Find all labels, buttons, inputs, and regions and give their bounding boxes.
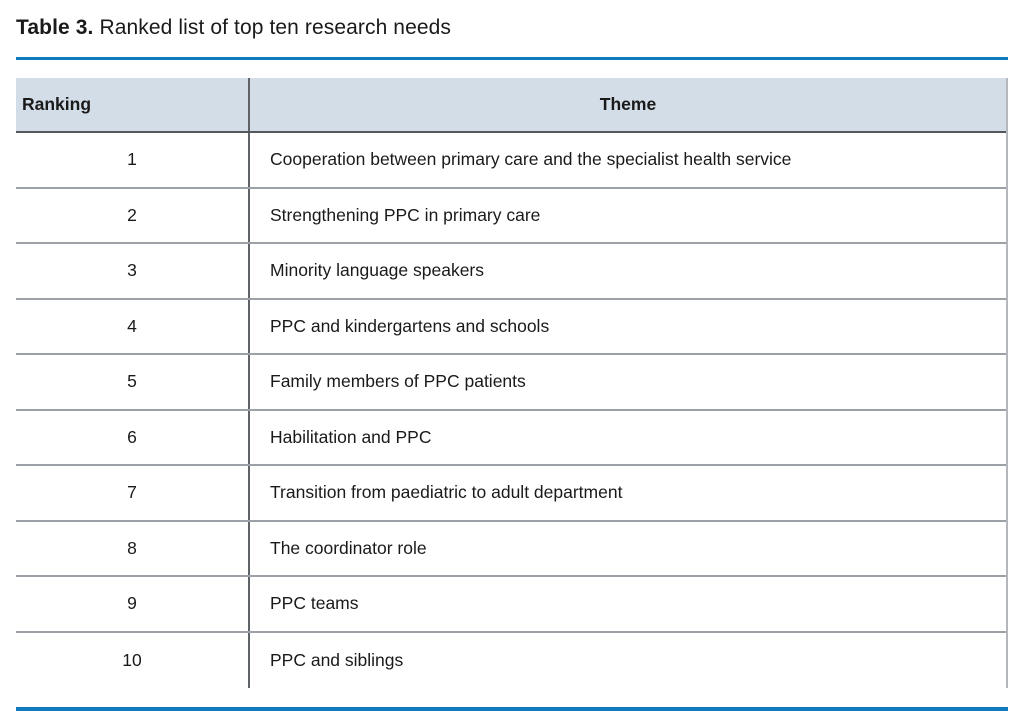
top-rule	[16, 57, 1008, 60]
rank-cell: 10	[16, 632, 250, 688]
table-row: 10 PPC and siblings	[16, 632, 1006, 688]
theme-cell: Transition from paediatric to adult depa…	[270, 482, 623, 503]
theme-cell: Strengthening PPC in primary care	[270, 204, 541, 225]
rank-cell: 5	[16, 355, 250, 409]
column-header-ranking: Ranking	[16, 78, 250, 131]
research-needs-table: Ranking Theme 1 Cooperation between prim…	[16, 78, 1008, 688]
table-row: 9 PPC teams	[16, 577, 1006, 633]
rank-cell: 4	[16, 299, 250, 353]
column-header-theme: Theme	[599, 94, 657, 114]
theme-cell: PPC teams	[270, 593, 359, 614]
rank-cell: 3	[16, 244, 250, 298]
table-row: 4 PPC and kindergartens and schools	[16, 299, 1006, 355]
rank-cell: 9	[16, 577, 250, 631]
theme-cell: PPC and siblings	[270, 649, 404, 670]
table-row: 3 Minority language speakers	[16, 244, 1006, 300]
rank-cell: 2	[16, 188, 250, 242]
theme-cell: The coordinator role	[270, 537, 427, 558]
theme-cell: Minority language speakers	[270, 260, 485, 281]
table-header-row: Ranking Theme	[16, 78, 1006, 133]
table-row: 7 Transition from paediatric to adult de…	[16, 466, 1006, 522]
rank-cell: 7	[16, 466, 250, 520]
table-caption-text: Ranked list of top ten research needs	[99, 16, 452, 39]
table-row: 2 Strengthening PPC in primary care	[16, 188, 1006, 244]
table-row: 6 Habilitation and PPC	[16, 410, 1006, 466]
theme-cell: PPC and kindergartens and schools	[270, 315, 550, 336]
theme-cell: Family members of PPC patients	[270, 371, 526, 392]
theme-cell: Habilitation and PPC	[270, 426, 432, 447]
theme-cell: Cooperation between primary care and the…	[270, 149, 792, 170]
table-row: 8 The coordinator role	[16, 521, 1006, 577]
rank-cell: 8	[16, 521, 250, 575]
table-caption: Table 3. Ranked list of top ten research …	[16, 14, 1008, 42]
table-row: 1 Cooperation between primary care and t…	[16, 133, 1006, 189]
rank-cell: 1	[16, 133, 250, 187]
bottom-rule	[16, 707, 1008, 711]
rank-cell: 6	[16, 410, 250, 464]
table-row: 5 Family members of PPC patients	[16, 355, 1006, 411]
table-caption-label: Table 3.	[16, 16, 94, 39]
